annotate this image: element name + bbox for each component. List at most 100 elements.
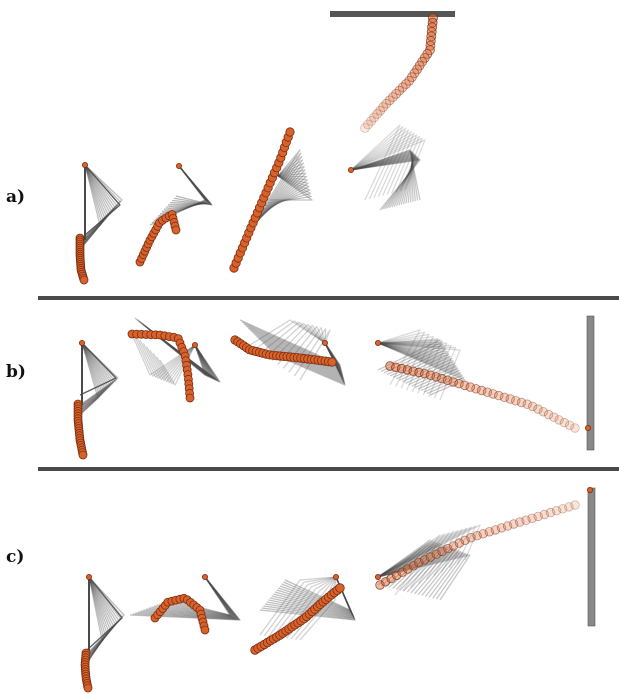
bead bbox=[527, 513, 537, 524]
linkage-frame bbox=[350, 151, 414, 202]
bead bbox=[521, 515, 531, 525]
bead bbox=[484, 527, 495, 537]
linkage-frame bbox=[350, 155, 418, 207]
linkage-frame bbox=[272, 342, 346, 385]
bead bbox=[431, 372, 441, 382]
linkage-frame bbox=[266, 322, 326, 358]
bead bbox=[360, 123, 370, 133]
linkage-frame bbox=[350, 139, 426, 191]
bead bbox=[496, 523, 507, 533]
bead bbox=[448, 541, 459, 551]
linkage-frame bbox=[245, 159, 304, 237]
linkage-frame bbox=[79, 164, 106, 249]
linkage-frame bbox=[80, 164, 115, 245]
linkage-frame bbox=[350, 152, 414, 204]
linkage-frame bbox=[79, 342, 116, 408]
linkage-frame bbox=[85, 576, 110, 663]
bead bbox=[363, 119, 373, 130]
bead bbox=[425, 370, 436, 380]
linkage-frame bbox=[377, 550, 462, 597]
linkage-frame bbox=[377, 532, 450, 588]
linkage-frame bbox=[79, 342, 119, 406]
pivot-joint bbox=[86, 574, 93, 581]
bead bbox=[386, 573, 396, 584]
linkage-frame bbox=[84, 164, 121, 236]
bead bbox=[539, 509, 550, 520]
linkage-frame bbox=[268, 576, 337, 637]
linkage-frame bbox=[85, 576, 107, 664]
bead bbox=[454, 379, 464, 389]
linkage-frame bbox=[137, 576, 239, 620]
bead bbox=[285, 127, 295, 137]
linkage-frame bbox=[140, 322, 209, 377]
bead bbox=[380, 577, 391, 587]
bead bbox=[327, 357, 337, 367]
bead bbox=[79, 275, 89, 285]
linkage-frame bbox=[79, 342, 115, 408]
pivot-joint bbox=[321, 339, 328, 346]
bead bbox=[570, 423, 580, 433]
bead bbox=[408, 366, 418, 376]
linkage-frame bbox=[377, 527, 468, 578]
row-divider bbox=[38, 296, 619, 300]
linkage-frame bbox=[171, 165, 212, 205]
structures bbox=[38, 11, 619, 655]
linkage-frame bbox=[377, 331, 426, 387]
linkage-frame bbox=[350, 154, 416, 205]
linkage-frame bbox=[377, 549, 459, 596]
linkage-frame bbox=[377, 342, 461, 401]
linkage-frame bbox=[85, 576, 117, 660]
bead bbox=[378, 102, 389, 112]
linkage-frame bbox=[241, 321, 341, 367]
linkage-frame bbox=[146, 327, 211, 379]
bead bbox=[488, 389, 498, 399]
vertical-pole bbox=[586, 315, 595, 451]
bead bbox=[397, 567, 407, 577]
linkage-frame bbox=[155, 333, 215, 380]
linkage-frame bbox=[243, 323, 342, 369]
linkage-frame bbox=[277, 324, 326, 365]
linkage-frame bbox=[254, 333, 343, 374]
linkage-frame bbox=[377, 543, 443, 590]
linkage-frame bbox=[263, 175, 311, 210]
linkage-frame bbox=[249, 319, 326, 346]
linkage-frame bbox=[85, 576, 113, 661]
linkage-frame bbox=[350, 156, 419, 208]
bead bbox=[437, 546, 447, 557]
linkage-frame bbox=[157, 334, 216, 381]
row-divider bbox=[38, 467, 619, 471]
bead bbox=[396, 363, 407, 374]
linkage-frame bbox=[79, 342, 99, 416]
linkage-frame bbox=[377, 539, 431, 586]
linkage-frame bbox=[167, 165, 211, 206]
bead bbox=[502, 521, 513, 531]
linkage-frame bbox=[350, 155, 417, 207]
linkage-frame bbox=[377, 552, 466, 599]
bead bbox=[414, 557, 424, 568]
bead bbox=[335, 583, 345, 593]
bead bbox=[414, 367, 424, 378]
linkage-frame bbox=[144, 325, 211, 378]
linkage-frame bbox=[161, 165, 209, 213]
linkage-frame bbox=[153, 165, 207, 222]
linkage-frame bbox=[79, 342, 104, 414]
linkage-frame bbox=[247, 327, 342, 371]
linkage-frame bbox=[255, 175, 308, 222]
bead bbox=[549, 412, 559, 422]
bead bbox=[366, 116, 377, 126]
linkage-frame bbox=[151, 165, 207, 224]
bead bbox=[494, 390, 504, 401]
bead bbox=[558, 504, 568, 514]
linkage-frame bbox=[377, 342, 444, 374]
linkage-frame bbox=[245, 325, 342, 370]
linkage-frame bbox=[256, 335, 344, 376]
linkage-frame bbox=[377, 342, 456, 386]
linkage-frame bbox=[267, 175, 312, 204]
linkage-frame bbox=[350, 124, 401, 201]
linkage-frame bbox=[159, 576, 234, 617]
linkage-frame bbox=[350, 152, 415, 204]
bead bbox=[522, 399, 532, 409]
linkage-frame bbox=[79, 164, 105, 249]
bead bbox=[559, 417, 570, 428]
bead bbox=[443, 544, 453, 554]
